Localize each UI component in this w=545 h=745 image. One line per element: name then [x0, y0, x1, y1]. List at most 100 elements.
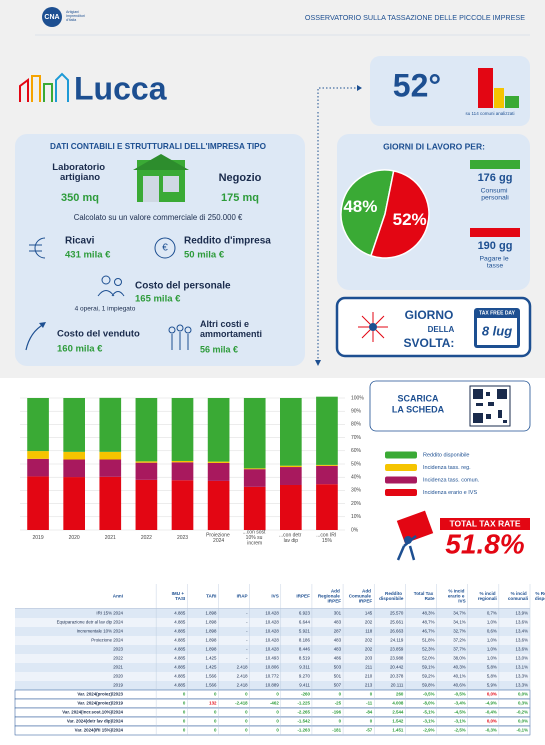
table-row — [15, 618, 530, 627]
table-cell: 10.493 — [265, 656, 279, 661]
table-cell: -5,1% — [423, 710, 435, 715]
table-cell: 13,3% — [516, 674, 529, 679]
table-cell: 211 — [365, 665, 373, 670]
table-cell: 24.119 — [390, 638, 404, 643]
table-cell: 34,7% — [453, 611, 466, 616]
table-cell: 5.921 — [299, 629, 311, 634]
table-cell: 503 — [334, 665, 342, 670]
other-costs-label: Altri costi e ammortamenti — [200, 319, 262, 339]
table-cell: 25.661 — [390, 620, 404, 625]
logo-tagline: Artigiani Imprenditori d'Italia — [66, 10, 86, 22]
table-cell: 23.859 — [390, 647, 404, 652]
bar-segment — [135, 479, 158, 530]
bar-segment — [135, 461, 158, 463]
connector — [317, 87, 360, 360]
pie-slice — [370, 169, 430, 259]
column-header: Add Comunale IRPEF — [349, 589, 373, 604]
bar-segment — [207, 480, 230, 530]
table-cell: 34,1% — [453, 620, 466, 625]
bar-segment — [27, 476, 49, 530]
company-card — [15, 134, 305, 366]
table-cell: -0,1% — [517, 728, 529, 733]
x-tick-label: ...con sost 10% su increm — [243, 530, 267, 547]
table-cell: 20.111 — [391, 683, 404, 688]
table-cell: 0 — [245, 728, 248, 733]
table-cell: -57 — [366, 728, 373, 733]
table-cell: 5,8% — [487, 665, 497, 670]
legend-label: Incidenza erario e IVS — [423, 490, 477, 496]
table-cell: 145 — [365, 611, 373, 616]
table-cell: 1.425 — [205, 656, 217, 661]
table-cell: 13,6% — [516, 620, 529, 625]
revenue-value: 431 mila € — [65, 250, 111, 261]
table-cell: Var. 2024(incr.sost.10%)/2024 — [62, 710, 123, 715]
rank-position: 52° — [393, 67, 441, 103]
table-cell: 10.772 — [265, 674, 279, 679]
y-tick-label: 20% — [351, 501, 362, 507]
bar-segment — [99, 397, 122, 452]
staff-label: Costo del personale — [135, 281, 231, 292]
table-cell: 9.411 — [299, 683, 310, 688]
table-cell: 0 — [214, 710, 217, 715]
table-cell: -0,4% — [485, 710, 497, 715]
table-cell: 0,7% — [487, 611, 497, 616]
table-cell: -4,9% — [485, 701, 497, 706]
x-tick-label: ...con detr lav dip — [279, 533, 303, 545]
shop-label: Negozio — [219, 172, 262, 184]
table-cell: 1,0% — [487, 620, 497, 625]
table-cell: -1.542 — [297, 719, 310, 724]
table-cell: 9.270 — [299, 674, 311, 679]
table-cell: 202 — [365, 647, 373, 652]
table-cell: 4.885 — [174, 674, 186, 679]
table-cell: 10.806 — [265, 665, 279, 670]
company-title: DATI CONTABILI E STRUTTURALI DELL'IMPRES… — [50, 142, 267, 151]
table-cell: Incrementale 10% 2024 — [77, 629, 124, 634]
logo-mark — [42, 7, 62, 27]
table-cell: 9.311 — [299, 665, 310, 670]
table-cell: 1.898 — [205, 629, 217, 634]
legend-swatch — [470, 228, 520, 237]
table-cell: 1.542 — [392, 719, 404, 724]
table-cell: -2.265 — [297, 710, 310, 715]
table-cell: 37,7% — [453, 647, 466, 652]
table-cell: 48,7% — [422, 620, 435, 625]
column-header: TARI — [206, 594, 216, 599]
table-cell: 20.378 — [390, 674, 404, 679]
table-cell: 2020 — [113, 674, 123, 679]
bar-segment — [207, 462, 230, 481]
table-cell: -462 — [270, 701, 279, 706]
header-title: OSSERVATORIO SULLA TASSAZIONE DELLE PICC… — [305, 13, 525, 22]
turning-day-line1: GIORNO — [405, 308, 454, 322]
table-cell: 301 — [334, 611, 342, 616]
download-line1: SCARICA — [397, 393, 439, 403]
table-cell: - — [246, 629, 248, 634]
connector-arrow — [315, 360, 321, 366]
cogs-label: Costo del venduto — [57, 329, 140, 340]
table-cell: -2,9% — [423, 728, 435, 733]
column-header: Reddito disponibile — [379, 591, 404, 601]
table-cell: 0 — [276, 728, 279, 733]
table: Anni IMU + TASI TARI IRAP IVS IRPEF Add Region… — [14, 584, 545, 736]
legend-swatch — [385, 489, 417, 496]
table-cell: 0,0% — [518, 719, 528, 724]
staff-note: 4 operai, 1 impiegato — [75, 306, 136, 313]
table-cell: -3,1% — [454, 719, 466, 724]
calendar-badge: TAX FREE DAY — [479, 310, 516, 316]
table-cell: 13,4% — [516, 629, 529, 634]
legend-label: Incidenza tass. reg. — [423, 465, 471, 471]
table-row — [15, 645, 530, 654]
qr-code — [469, 385, 511, 427]
table-cell: -84 — [366, 710, 373, 715]
table-row — [15, 627, 530, 636]
bar-segment — [135, 462, 158, 480]
table-cell: 1,0% — [487, 638, 497, 643]
legend-swatch — [385, 464, 417, 471]
table-cell: 0 — [183, 710, 186, 715]
y-tick-label: 40% — [351, 475, 362, 481]
legend-label: Reddito disponibile — [423, 452, 469, 458]
table-cell: 260 — [396, 692, 404, 697]
table-row — [15, 681, 530, 690]
bar-segment — [280, 484, 302, 530]
x-tick-label: ...con IRI 15% — [316, 533, 337, 545]
